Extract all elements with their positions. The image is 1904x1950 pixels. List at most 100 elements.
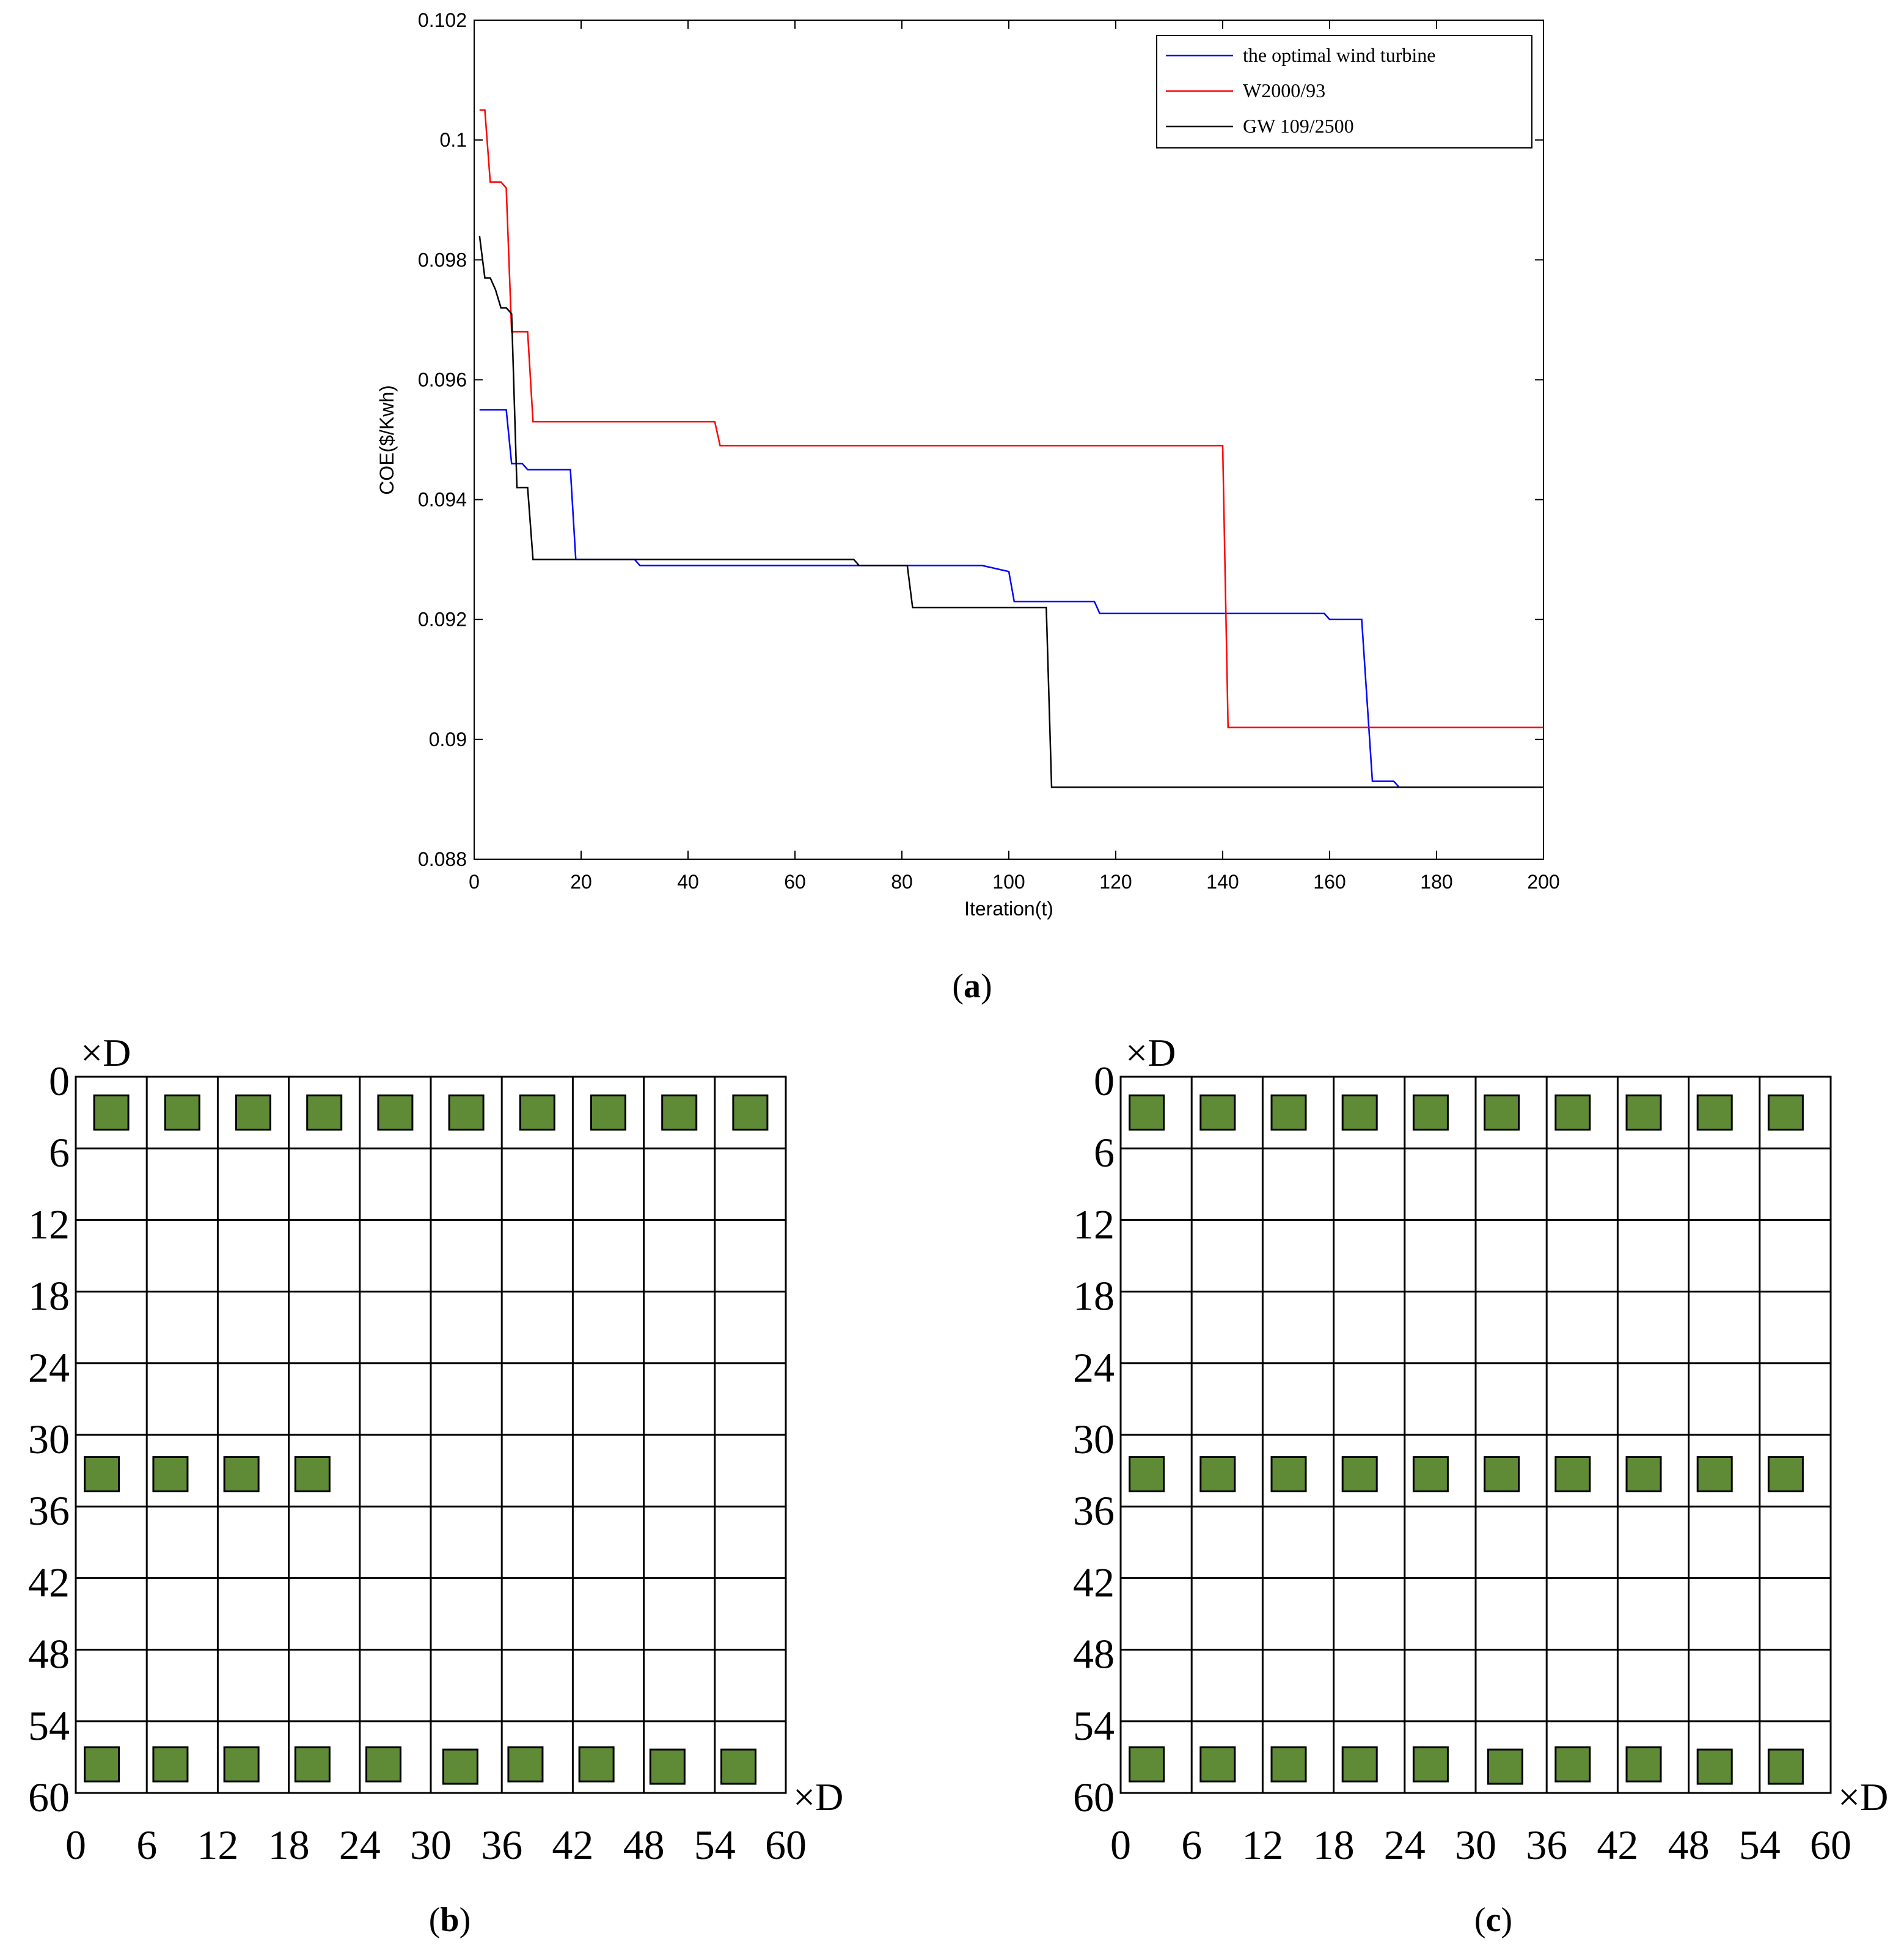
series-lines xyxy=(478,109,1543,788)
wind-turbine-marker xyxy=(720,1748,757,1785)
x-tick-label: 48 xyxy=(623,1822,665,1868)
y-tick-label: 36 xyxy=(28,1487,70,1534)
x-tick-label: 54 xyxy=(1739,1822,1781,1868)
wind-turbine-marker xyxy=(93,1094,130,1131)
wind-turbine-marker xyxy=(294,1746,331,1783)
wind-turbine-marker xyxy=(84,1456,120,1492)
wind-turbine-marker xyxy=(1767,1748,1804,1785)
y-tick-label: 0 xyxy=(1094,1058,1115,1104)
caption-c-letter: c xyxy=(1486,1901,1501,1939)
x-tick-label: 0 xyxy=(65,1822,86,1868)
wind-turbine-marker xyxy=(507,1746,544,1783)
wind-turbine-marker xyxy=(235,1094,271,1131)
plot-area-frame xyxy=(474,20,1544,860)
wind-turbine-marker xyxy=(1484,1456,1520,1492)
x-tick-label: 18 xyxy=(1313,1822,1355,1868)
wind-turbine-marker xyxy=(164,1094,200,1131)
y-tick-label: 0.092 xyxy=(418,609,467,631)
wind-turbine-marker xyxy=(1341,1746,1378,1783)
x-tick-label: 48 xyxy=(1668,1822,1710,1868)
wind-turbine-marker xyxy=(1129,1094,1165,1131)
wind-turbine-marker xyxy=(1341,1456,1378,1492)
y-tick-label: 30 xyxy=(1073,1416,1115,1462)
wind-turbine-marker xyxy=(1270,1746,1307,1783)
wind-turbine-marker xyxy=(1625,1456,1662,1492)
wind-turbine-marker xyxy=(1487,1748,1523,1785)
x-tick-label: 36 xyxy=(1526,1822,1567,1868)
x-tick-label: 42 xyxy=(552,1822,593,1868)
y-tick-label: 60 xyxy=(28,1774,70,1820)
x-tick-label: 80 xyxy=(891,871,913,893)
y-tick-label: 60 xyxy=(1073,1774,1115,1820)
wind-turbine-marker xyxy=(1696,1456,1733,1492)
wind-turbine-marker xyxy=(1767,1456,1804,1492)
x-tick-label: 6 xyxy=(1181,1822,1202,1868)
y-tick-label: 6 xyxy=(49,1129,70,1176)
wind-turbine-marker xyxy=(294,1456,331,1492)
y-tick-label: 54 xyxy=(28,1703,70,1749)
wind-turbine-marker xyxy=(1129,1456,1165,1492)
wind-turbine-marker xyxy=(1625,1094,1662,1131)
y-tick-label: 54 xyxy=(1073,1703,1115,1749)
x-tick-label: 12 xyxy=(197,1822,238,1868)
x-tick-label: 40 xyxy=(677,871,699,893)
y-tick-label: 0 xyxy=(49,1058,70,1104)
wind-turbine-marker xyxy=(1554,1094,1591,1131)
coe-line-chart: 0 20 40 60 80 100 120 140 160 180 200 0.088 0.09 0.09… xyxy=(376,9,1560,920)
wind-turbine-marker xyxy=(152,1746,189,1783)
x-tick-label: 42 xyxy=(1597,1822,1638,1868)
wind-turbine-marker xyxy=(1767,1094,1804,1131)
x-axis-unit-label: ×D xyxy=(793,1775,843,1819)
axis-ticks: 0 20 40 60 80 100 120 140 160 180 200 0.088 0.09 0.09… xyxy=(418,9,1560,893)
wind-turbine-marker xyxy=(1412,1746,1449,1783)
wind-turbine-marker xyxy=(1199,1746,1236,1783)
y-tick-label: 0.088 xyxy=(418,848,467,870)
x-tick-label: 60 xyxy=(784,871,806,893)
x-tick-label: 30 xyxy=(1455,1822,1496,1868)
y-tick-label: 48 xyxy=(28,1631,70,1677)
caption-c: (c) xyxy=(1474,1901,1512,1939)
wind-turbine-marker xyxy=(1696,1094,1733,1131)
caption-a-letter: a xyxy=(964,967,981,1005)
wind-turbine-marker xyxy=(448,1094,485,1131)
x-tick-label: 60 xyxy=(1810,1822,1851,1868)
wind-turbine-marker xyxy=(1270,1094,1307,1131)
x-tick-label: 0 xyxy=(1110,1822,1131,1868)
y-tick-label: 42 xyxy=(28,1559,70,1605)
x-tick-label: 6 xyxy=(136,1822,157,1868)
wind-turbine-marker xyxy=(1696,1748,1733,1785)
y-tick-label: 24 xyxy=(1073,1344,1115,1391)
y-axis-label: COE($/Kwh) xyxy=(376,385,398,495)
x-tick-label: 60 xyxy=(765,1822,807,1868)
wind-turbine-marker xyxy=(1554,1746,1591,1783)
y-tick-label: 0.102 xyxy=(418,9,467,31)
x-axis-unit-label: ×D xyxy=(1838,1775,1888,1819)
wind-turbine-marker xyxy=(1341,1094,1378,1131)
y-tick-label: 0.09 xyxy=(429,728,467,750)
x-tick-label: 24 xyxy=(339,1822,381,1868)
wind-turbine-marker xyxy=(1199,1094,1236,1131)
wind-turbine-marker xyxy=(365,1746,402,1783)
caption-b-letter: b xyxy=(440,1901,459,1939)
y-tick-label: 36 xyxy=(1073,1487,1115,1534)
wind-turbine-marker xyxy=(1270,1456,1307,1492)
y-tick-label: 42 xyxy=(1073,1559,1115,1605)
y-tick-label: 0.1 xyxy=(440,129,467,151)
y-tick-label: 0.094 xyxy=(418,489,467,511)
y-tick-label: 6 xyxy=(1094,1129,1115,1176)
y-tick-label: 30 xyxy=(28,1416,70,1462)
x-tick-label: 18 xyxy=(268,1822,310,1868)
wind-turbine-marker xyxy=(84,1746,120,1783)
y-tick-label: 24 xyxy=(28,1344,70,1391)
legend-label: GW 109/2500 xyxy=(1243,115,1354,137)
y-tick-label: 12 xyxy=(28,1201,70,1247)
wind-turbine-marker xyxy=(519,1094,555,1131)
x-axis-label: Iteration(t) xyxy=(964,898,1053,920)
wind-turbine-marker xyxy=(1554,1456,1591,1492)
y-axis-unit-label: ×D xyxy=(81,1031,131,1074)
series-line xyxy=(479,109,1543,728)
wind-turbine-marker xyxy=(1129,1746,1165,1783)
series-line xyxy=(479,409,1543,788)
caption-b: (b) xyxy=(429,1901,471,1939)
